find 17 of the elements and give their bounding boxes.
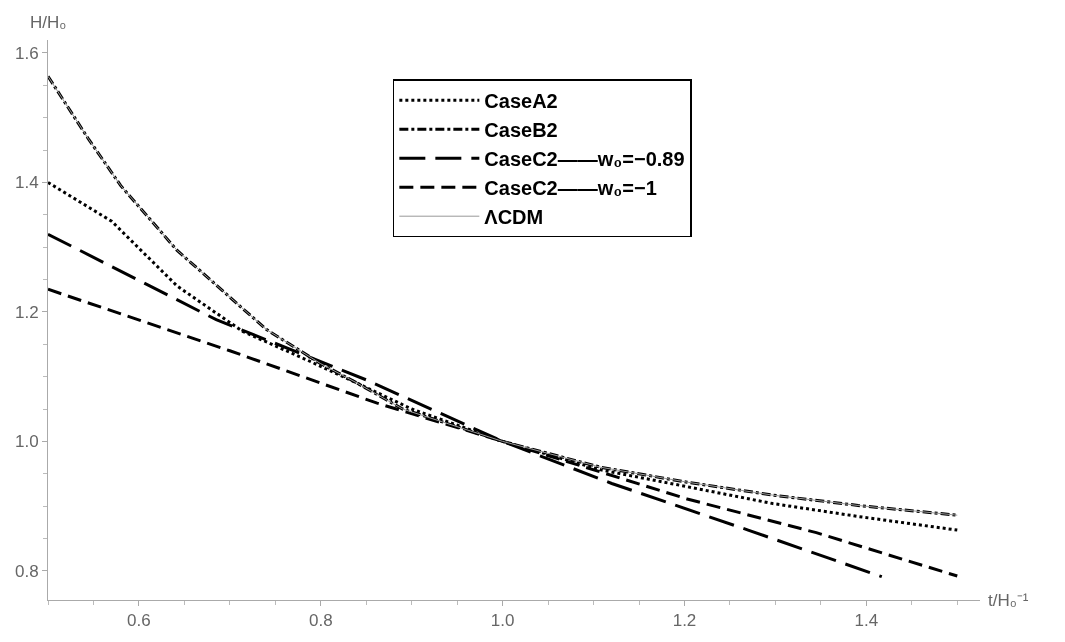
x-tick-label: 1.4 bbox=[854, 611, 879, 631]
legend-label: CaseC2——w₀=−1 bbox=[484, 177, 657, 199]
legend-label: ΛCDM bbox=[484, 206, 544, 228]
x-axis-title: t/H₀⁻¹ bbox=[988, 591, 1029, 610]
y-tick-label: 1.2 bbox=[14, 302, 39, 322]
legend-label: CaseC2——w₀=−0.89 bbox=[484, 148, 685, 170]
x-tick-label: 0.6 bbox=[127, 611, 151, 631]
legend-label: CaseB2 bbox=[484, 119, 558, 141]
x-tick-label: 1.0 bbox=[490, 611, 515, 631]
x-tick-label: 0.8 bbox=[308, 611, 333, 631]
y-tick-label: 1.0 bbox=[14, 432, 39, 452]
y-tick-label: 1.4 bbox=[14, 173, 39, 193]
x-tick-label: 1.2 bbox=[672, 611, 697, 631]
y-axis-title: H/H₀ bbox=[30, 13, 67, 32]
y-tick-label: 0.8 bbox=[14, 561, 39, 581]
legend-label: CaseA2 bbox=[484, 90, 558, 112]
y-tick-label: 1.6 bbox=[14, 43, 39, 63]
